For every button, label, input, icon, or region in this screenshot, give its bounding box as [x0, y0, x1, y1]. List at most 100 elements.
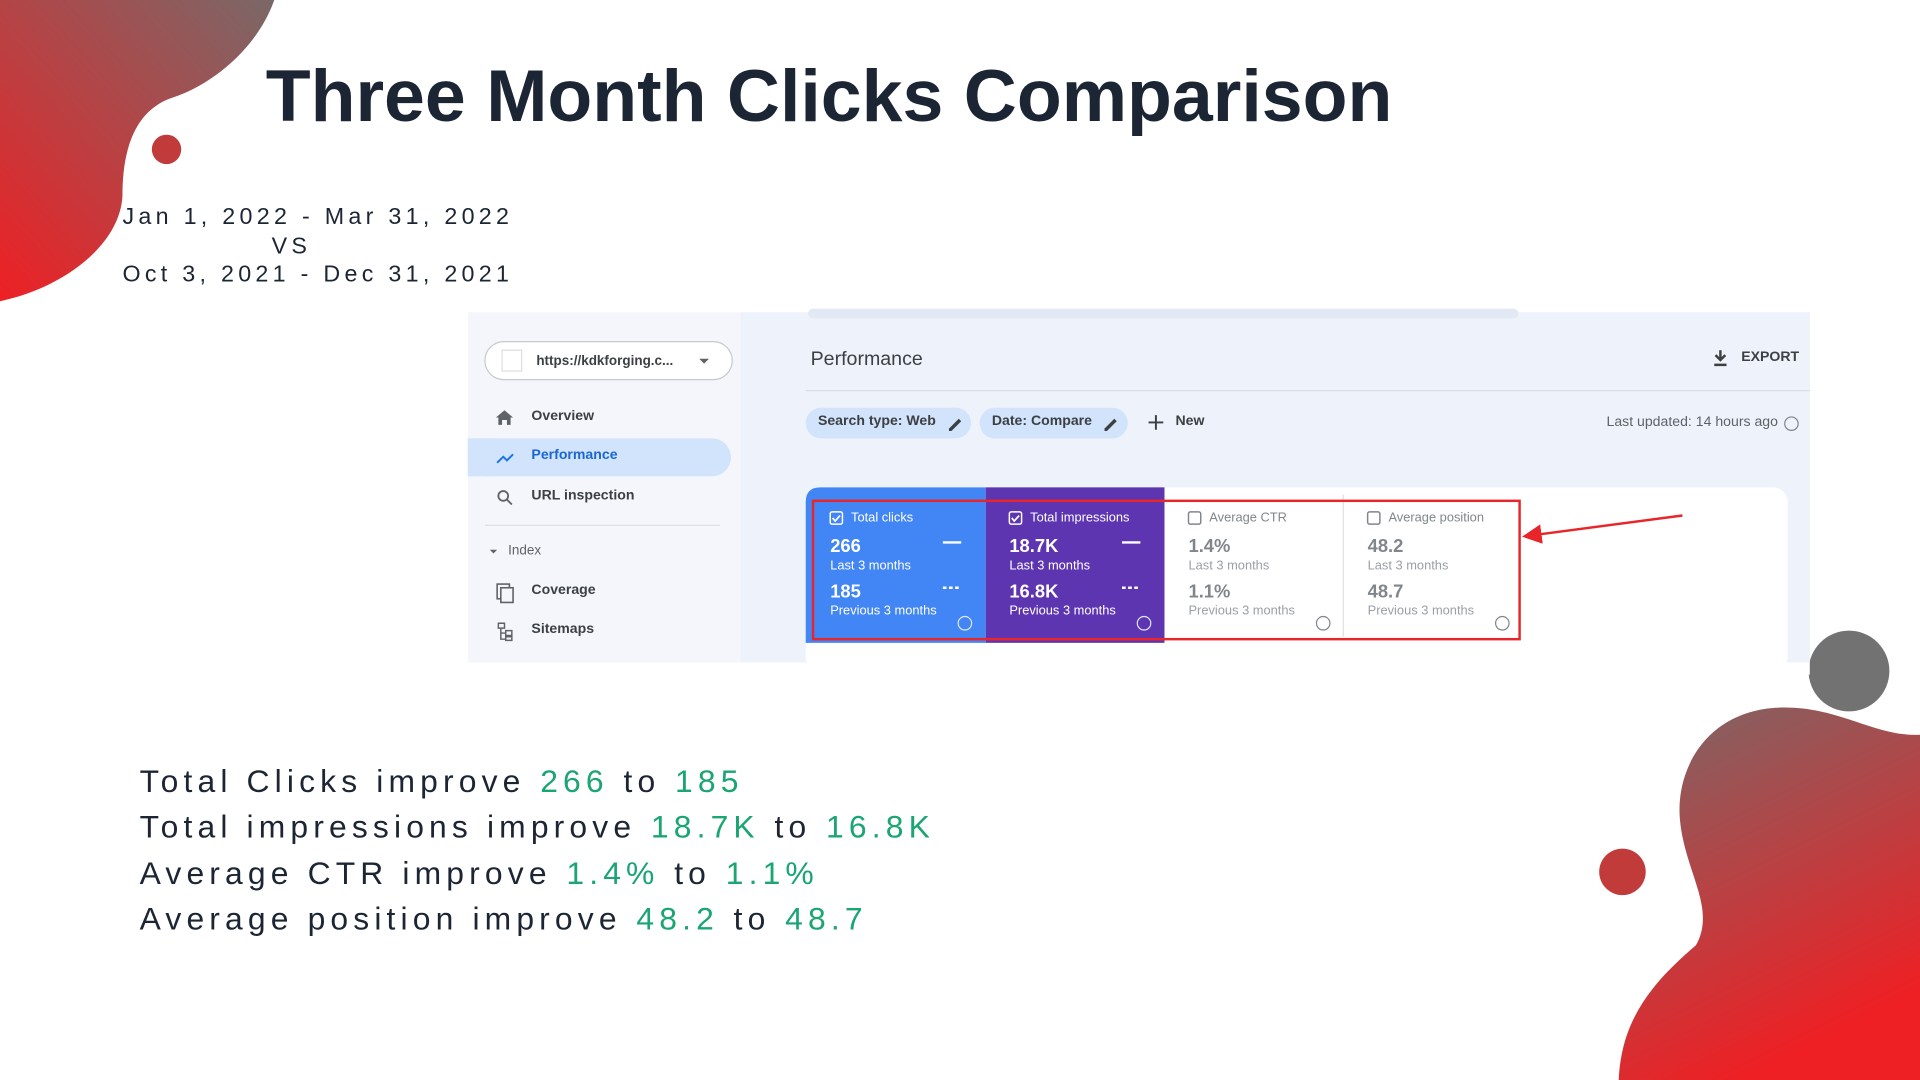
- summary-connector: to: [733, 899, 771, 937]
- sitemap-icon: [497, 622, 513, 642]
- metric-current: 266: [830, 536, 861, 558]
- nav-section: Index: [508, 543, 542, 559]
- metric-previous: 1.1%: [1188, 581, 1231, 603]
- nav-highlight: [467, 438, 493, 477]
- metric-current: 1.4%: [1188, 536, 1231, 558]
- property-icon: [501, 349, 523, 372]
- metric-label[interactable]: Total impressions: [1030, 510, 1130, 526]
- summary-text: Average CTR improve: [139, 854, 552, 891]
- metric-label[interactable]: Average CTR: [1209, 510, 1287, 526]
- date-ranges: Jan 1, 2022 - Mar 31, 2022 VS Oct 3, 202…: [122, 203, 514, 289]
- summary-line: Total Clicks improve 266 to 185: [140, 762, 744, 801]
- nav-highlight: [467, 438, 732, 477]
- summary-connector: to: [623, 762, 661, 800]
- blob: [0, 0, 275, 302]
- metric-period: Last 3 months: [1367, 558, 1449, 574]
- filter-label[interactable]: Search type: Web: [817, 413, 936, 429]
- help-icon: [1315, 615, 1331, 631]
- dropdown-caret: [699, 358, 709, 364]
- card-clicks: [805, 487, 986, 643]
- coverage-icon: [500, 586, 514, 604]
- filter-label[interactable]: Date: Compare: [991, 413, 1093, 429]
- metric-period: Previous 3 months: [1367, 603, 1475, 619]
- nav-item[interactable]: Sitemaps: [531, 622, 595, 637]
- metric-label[interactable]: Total clicks: [851, 510, 914, 526]
- edit-icon: [948, 418, 962, 432]
- filter-chip[interactable]: [805, 407, 972, 439]
- help-icon: [1136, 615, 1152, 631]
- metric-period: Previous 3 months: [1009, 603, 1116, 619]
- collapse-caret: [489, 549, 498, 554]
- metric-period: Last 3 months: [830, 558, 911, 574]
- checkmark: [831, 514, 841, 523]
- summary-connector: to: [774, 808, 812, 846]
- metric-current: 18.7K: [1009, 536, 1059, 558]
- metric-period: Previous 3 months: [830, 603, 937, 619]
- date-separator: VS: [271, 233, 312, 259]
- metric-previous: 185: [830, 581, 861, 603]
- nav-item[interactable]: Coverage: [531, 582, 596, 598]
- search-icon: [506, 498, 513, 506]
- summary-from: 1.4%: [566, 854, 660, 891]
- export-button[interactable]: EXPORT: [1741, 350, 1800, 365]
- arrow: [1522, 514, 1683, 544]
- last-updated: Last updated: 14 hours ago: [1606, 415, 1778, 430]
- date-current: Jan 1, 2022 - Mar 31, 2022: [122, 204, 514, 231]
- property-selector: [484, 341, 733, 381]
- dot: [1808, 630, 1890, 712]
- summary-line: Average CTR improve 1.4% to 1.1%: [140, 853, 819, 892]
- metric-period: Last 3 months: [1009, 558, 1091, 574]
- metric-period: Last 3 months: [1188, 558, 1270, 574]
- property-url[interactable]: https://kdkforging.c...: [536, 353, 674, 369]
- metric-current: 48.2: [1367, 536, 1404, 558]
- nav-item[interactable]: URL inspection: [531, 488, 635, 504]
- blob: [1618, 707, 1920, 1080]
- checkmark: [1011, 514, 1020, 523]
- screenshot-bottom: [740, 662, 1810, 675]
- metric-period: Previous 3 months: [1188, 603, 1295, 619]
- metric-label[interactable]: Average position: [1388, 510, 1484, 526]
- summary-to: 48.7: [785, 899, 868, 937]
- summary-connector: to: [674, 854, 712, 891]
- summary-to: 185: [675, 762, 744, 800]
- card-impressions: [985, 487, 1165, 643]
- checkbox: [1187, 511, 1202, 525]
- dot: [151, 134, 182, 165]
- search-icon: [497, 490, 510, 502]
- highlight-box: [811, 499, 1521, 641]
- help-icon: [1784, 416, 1799, 432]
- edit-icon: [1104, 418, 1117, 432]
- trend-icon: [496, 453, 514, 464]
- top-bar: [808, 308, 1519, 319]
- summary-from: 48.2: [636, 899, 719, 937]
- summary-text: Total impressions improve: [139, 808, 637, 846]
- checkbox: [1008, 511, 1023, 525]
- export-icon: [1714, 350, 1727, 367]
- summary-to: 16.8K: [826, 808, 935, 846]
- summary-from: 18.7K: [650, 808, 760, 846]
- summary-from: 266: [540, 762, 609, 800]
- summary-to: 1.1%: [725, 854, 819, 891]
- help-icon: [1494, 615, 1510, 631]
- nav-item[interactable]: Overview: [531, 408, 595, 424]
- summary-line: Average position improve 48.2 to 48.7: [140, 899, 868, 938]
- filter-chip[interactable]: [979, 407, 1128, 439]
- nav-item[interactable]: Performance: [531, 448, 618, 463]
- checkbox: [1366, 511, 1381, 525]
- checkbox: [829, 511, 844, 525]
- summary-text: Total Clicks improve: [139, 762, 526, 800]
- title: Three Month Clicks Comparison: [265, 55, 1393, 138]
- date-previous: Oct 3, 2021 - Dec 31, 2021: [122, 262, 514, 288]
- summary-text: Average position improve: [139, 899, 622, 937]
- summary-line: Total impressions improve 18.7K to 16.8K: [140, 807, 935, 846]
- metric-previous: 16.8K: [1009, 581, 1059, 603]
- new-filter[interactable]: New: [1175, 413, 1205, 429]
- help-icon: [957, 615, 973, 631]
- dot: [1599, 848, 1646, 896]
- page-heading: Performance: [810, 348, 923, 370]
- metric-previous: 48.7: [1367, 581, 1404, 603]
- plus-icon: [1148, 415, 1164, 430]
